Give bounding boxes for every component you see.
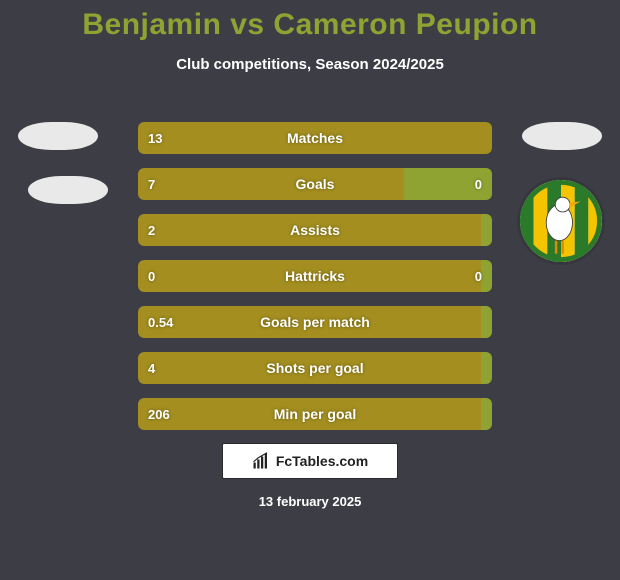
page-subtitle: Club competitions, Season 2024/2025	[0, 56, 620, 73]
bar-left-segment	[138, 122, 492, 154]
fctables-text: FcTables.com	[276, 453, 368, 469]
bar-left-segment	[138, 306, 492, 338]
stat-bar-row: Matches13	[138, 122, 492, 154]
bar-right-segment	[481, 214, 492, 246]
player2-avatar-placeholder	[522, 122, 602, 150]
stat-bar-row: Min per goal206	[138, 398, 492, 430]
stat-bar-row: Goals70	[138, 168, 492, 200]
bar-left-segment	[138, 260, 492, 292]
bar-right-segment	[481, 352, 492, 384]
player1-club-placeholder	[28, 176, 108, 204]
bar-right-segment	[404, 168, 493, 200]
footer-date: 13 february 2025	[0, 494, 620, 509]
content: Benjamin vs Cameron Peupion Club competi…	[0, 0, 620, 580]
bar-left-segment	[138, 352, 492, 384]
fctables-badge: FcTables.com	[222, 443, 398, 479]
bar-right-segment	[481, 260, 492, 292]
page-title: Benjamin vs Cameron Peupion	[0, 0, 620, 42]
stat-bar-row: Assists2	[138, 214, 492, 246]
bar-right-segment	[481, 398, 492, 430]
bar-right-segment	[481, 306, 492, 338]
player2-club-logo	[520, 180, 602, 262]
bar-left-segment	[138, 398, 492, 430]
stat-bar-row: Hattricks00	[138, 260, 492, 292]
ado-den-haag-logo-icon	[520, 180, 602, 262]
bar-left-segment	[138, 214, 492, 246]
stat-bars: Matches13 Goals70 Assists2 Hattricks00 Goals…	[138, 122, 492, 444]
chart-icon	[252, 452, 270, 470]
player1-avatar-placeholder	[18, 122, 98, 150]
stat-bar-row: Goals per match0.54	[138, 306, 492, 338]
stat-bar-row: Shots per goal4	[138, 352, 492, 384]
